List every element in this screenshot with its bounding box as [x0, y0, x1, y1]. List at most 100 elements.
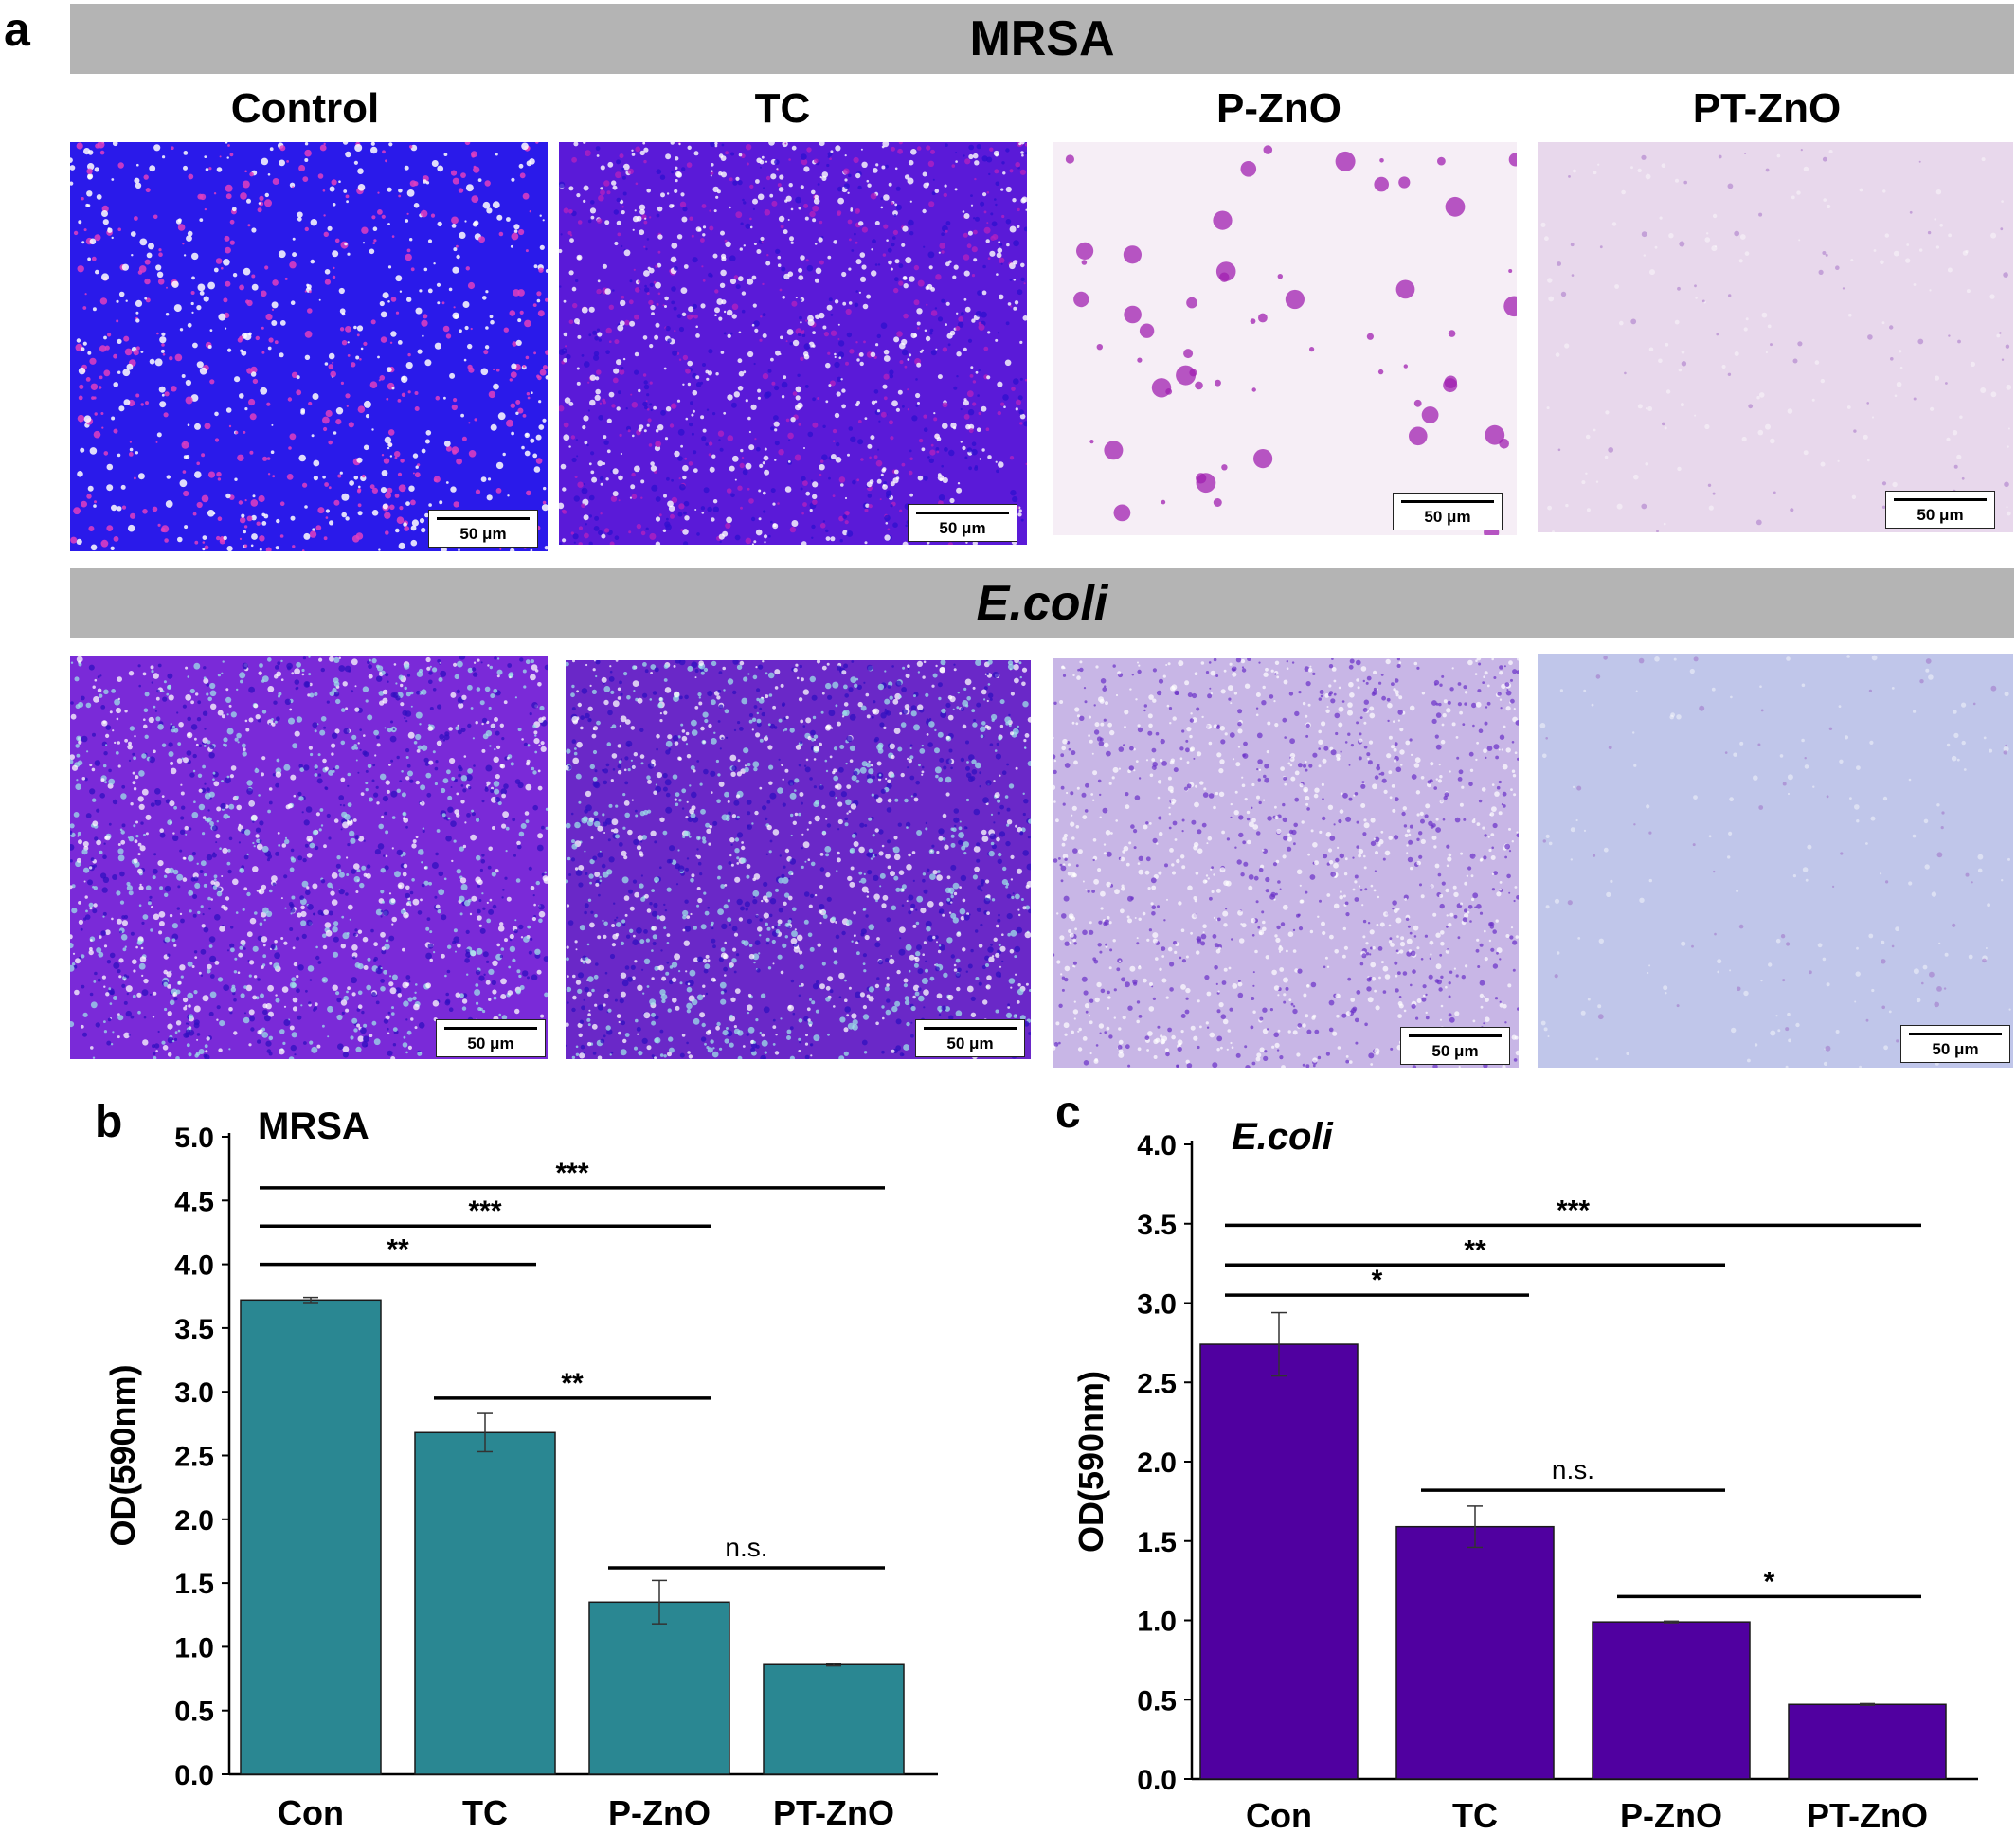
- micrograph-speck: [748, 944, 753, 947]
- micrograph-speck: [1018, 509, 1022, 512]
- micrograph-speck: [456, 458, 462, 465]
- micrograph-speck: [747, 763, 751, 766]
- micrograph-speck: [400, 854, 404, 857]
- micrograph-speck: [957, 321, 964, 328]
- micrograph-speck: [576, 455, 579, 458]
- micrograph-speck: [338, 869, 342, 872]
- micrograph-speck: [905, 524, 908, 528]
- micrograph-speck: [1437, 156, 1446, 166]
- micrograph-speck: [203, 296, 209, 302]
- micrograph-speck: [780, 225, 784, 229]
- micrograph-speck: [377, 191, 380, 194]
- micrograph-speck: [423, 866, 427, 870]
- micrograph-speck: [399, 290, 403, 293]
- micrograph-speck: [177, 885, 181, 889]
- micrograph-speck: [357, 405, 366, 414]
- micrograph-speck: [921, 770, 925, 774]
- micrograph-speck: [265, 313, 273, 321]
- micrograph-speck: [164, 391, 170, 397]
- micrograph-speck: [196, 461, 200, 466]
- micrograph-speck: [129, 447, 134, 452]
- micrograph-speck: [925, 821, 928, 825]
- micrograph-speck: [367, 957, 371, 962]
- micrograph-texture: [559, 142, 1027, 545]
- micrograph-speck: [417, 910, 423, 915]
- micrograph-speck: [639, 208, 645, 215]
- micrograph-speck: [1708, 505, 1714, 511]
- micrograph-speck: [575, 948, 578, 951]
- micrograph-speck: [585, 523, 587, 526]
- micrograph-speck: [81, 954, 85, 959]
- micrograph-speck: [414, 1026, 418, 1030]
- micrograph-speck: [886, 239, 889, 242]
- micrograph-speck: [968, 144, 975, 151]
- micrograph-speck: [120, 934, 128, 941]
- micrograph-speck: [537, 785, 543, 791]
- micrograph-speck: [754, 940, 761, 945]
- micrograph-speck: [1814, 360, 1820, 365]
- micrograph-speck: [735, 284, 741, 290]
- micrograph-speck: [156, 271, 164, 278]
- micrograph-speck: [708, 441, 713, 446]
- micrograph-speck: [159, 336, 167, 344]
- micrograph-speck: [881, 145, 885, 149]
- micrograph-speck: [459, 912, 463, 916]
- micrograph-speck: [158, 930, 163, 935]
- micrograph-speck: [870, 435, 875, 441]
- micrograph-speck: [465, 929, 470, 934]
- micrograph-speck: [153, 749, 156, 754]
- micrograph-speck: [212, 778, 215, 781]
- micrograph-speck: [606, 1029, 613, 1035]
- micrograph-speck: [1770, 438, 1775, 444]
- micrograph-speck: [402, 1042, 408, 1048]
- micrograph-speck: [340, 944, 346, 949]
- micrograph-speck: [898, 280, 904, 286]
- micrograph-speck: [358, 485, 361, 489]
- micrograph-speck: [495, 774, 500, 780]
- micrograph-speck: [881, 903, 887, 908]
- micrograph-speck: [825, 400, 829, 404]
- micrograph-speck: [1019, 413, 1026, 420]
- micrograph-speck: [1727, 183, 1734, 189]
- micrograph-speck: [762, 461, 765, 465]
- micrograph-speck: [584, 441, 588, 445]
- micrograph-speck: [947, 343, 951, 347]
- micrograph-speck: [428, 679, 433, 685]
- micrograph-speck: [471, 195, 479, 203]
- micrograph-speck: [187, 322, 192, 328]
- micrograph-speck: [670, 142, 675, 145]
- micrograph-speck: [482, 296, 487, 300]
- micrograph-speck: [118, 291, 125, 297]
- micrograph-speck: [123, 1000, 128, 1005]
- micrograph-speck: [342, 932, 350, 940]
- micrograph-speck: [167, 1023, 173, 1030]
- micrograph-speck: [475, 876, 482, 884]
- micrograph-speck: [877, 448, 880, 451]
- micrograph-speck: [805, 717, 812, 724]
- micrograph-speck: [702, 279, 706, 282]
- micrograph-speck: [320, 716, 327, 722]
- micrograph-speck: [1017, 395, 1023, 401]
- micrograph-speck: [559, 181, 566, 189]
- micrograph-speck: [333, 656, 340, 663]
- micrograph-speck: [809, 946, 815, 952]
- micrograph-speck: [620, 758, 622, 761]
- micrograph-speck: [106, 463, 114, 471]
- micrograph-speck: [290, 300, 296, 305]
- micrograph-speck: [465, 774, 473, 782]
- micrograph-speck: [590, 470, 595, 475]
- micrograph-speck: [972, 402, 977, 406]
- micrograph-speck: [1022, 701, 1029, 708]
- micrograph-speck: [433, 262, 436, 265]
- micrograph-speck: [1444, 375, 1457, 388]
- micrograph-speck: [967, 408, 975, 416]
- micrograph-speck: [798, 1018, 803, 1023]
- micrograph-speck: [936, 874, 943, 881]
- micrograph-speck: [356, 489, 362, 494]
- micrograph-speck: [163, 680, 167, 684]
- micrograph-speck: [1842, 287, 1845, 290]
- micrograph-speck: [723, 989, 727, 993]
- micrograph-speck: [1251, 387, 1256, 392]
- micrograph-speck: [230, 711, 237, 718]
- micrograph-speck: [111, 504, 117, 512]
